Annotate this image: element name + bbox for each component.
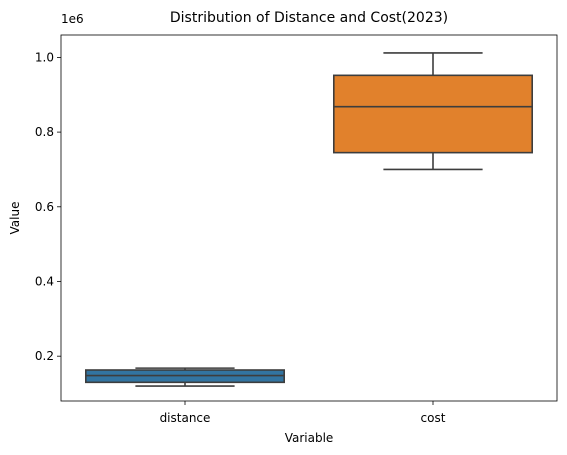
- x-tick-label: distance: [160, 411, 211, 425]
- y-scale-label: 1e6: [61, 12, 84, 26]
- y-axis-label: Value: [8, 202, 22, 235]
- y-tick-label: 0.4: [35, 274, 54, 288]
- chart-title: Distribution of Distance and Cost(2023): [170, 10, 448, 26]
- x-axis-label: Variable: [285, 431, 334, 445]
- plot-frame: [60, 34, 558, 402]
- y-tick-label: 1.0: [35, 50, 54, 64]
- y-tick-label: 0.6: [35, 200, 54, 214]
- y-tick-label: 0.8: [35, 125, 54, 139]
- box-cost: [332, 74, 533, 154]
- x-tick-label: cost: [421, 411, 446, 425]
- y-tick-label: 0.2: [35, 349, 54, 363]
